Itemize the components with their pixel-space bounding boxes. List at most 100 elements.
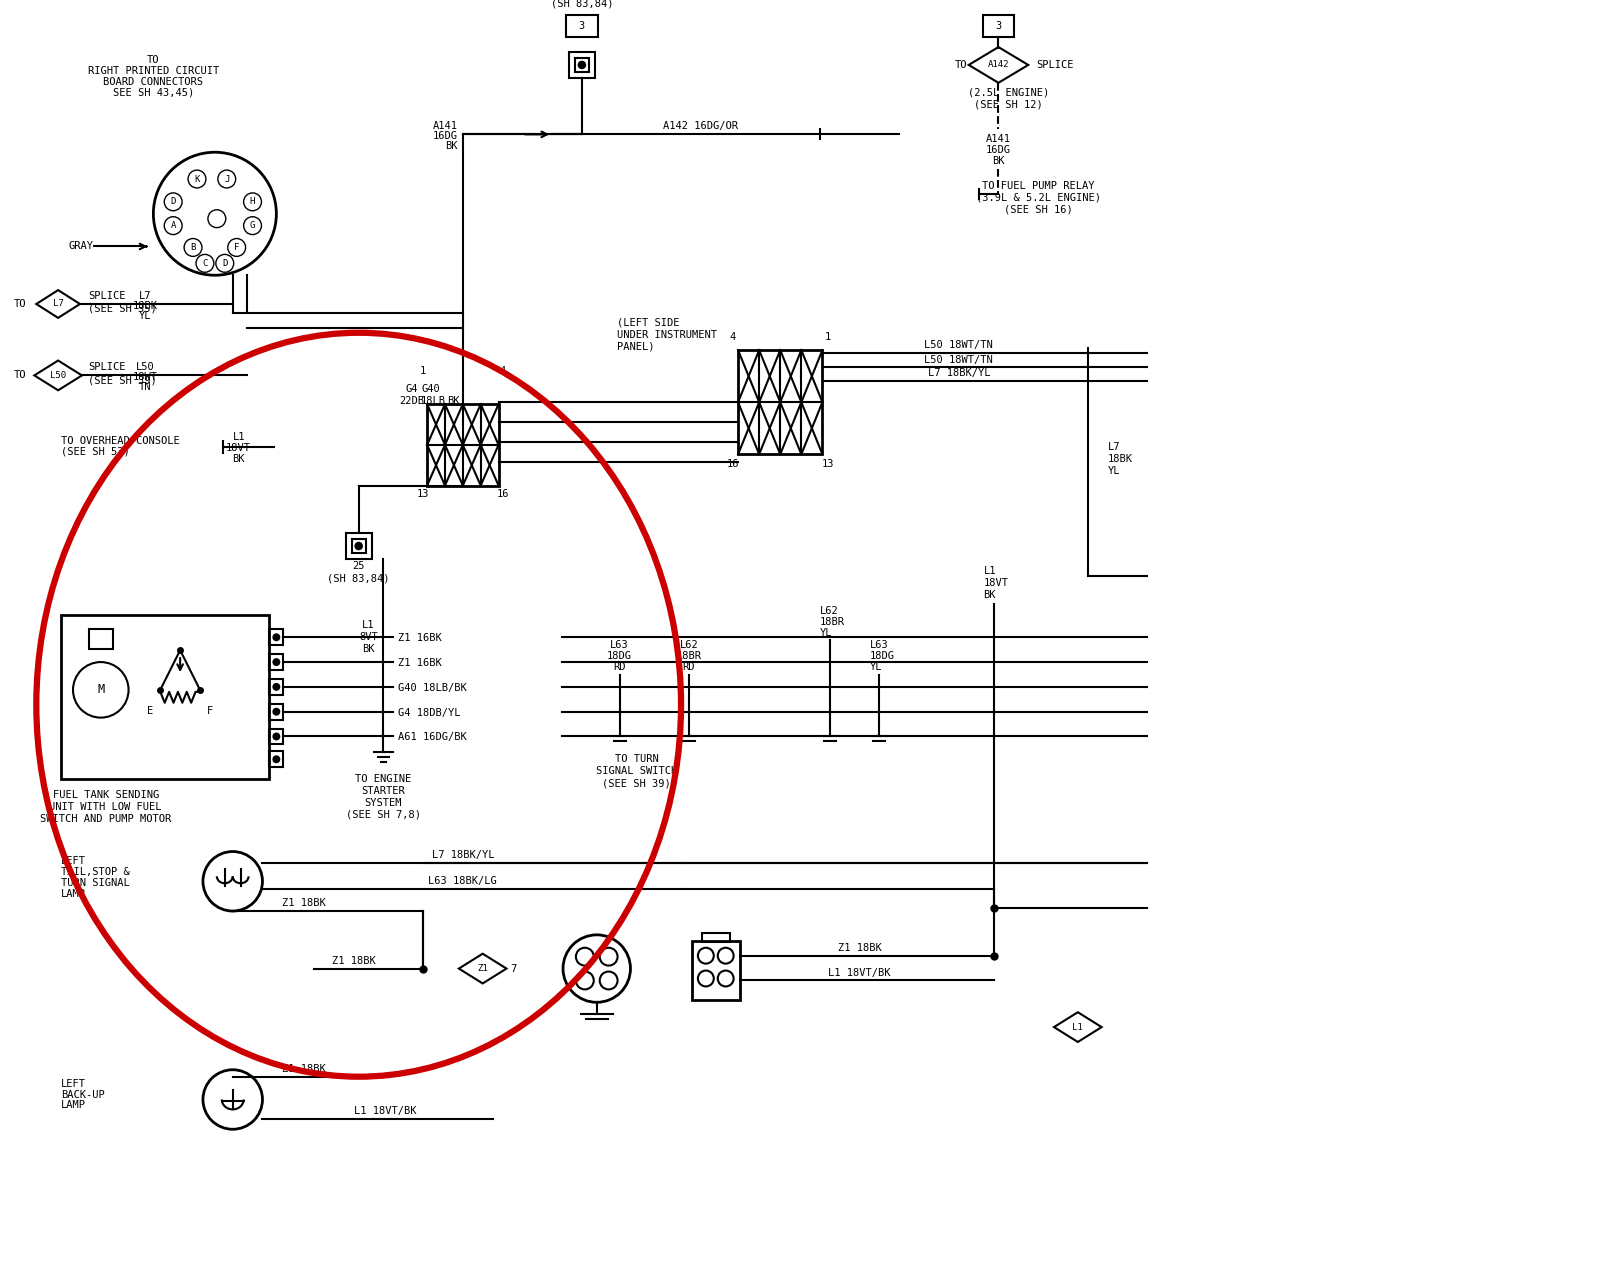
Text: TO: TO xyxy=(954,60,967,69)
Text: RIGHT PRINTED CIRCUIT: RIGHT PRINTED CIRCUIT xyxy=(87,65,219,76)
Text: L7 18BK/YL: L7 18BK/YL xyxy=(431,850,494,860)
Text: TO ENGINE: TO ENGINE xyxy=(355,774,411,785)
Bar xyxy=(352,539,366,553)
Text: A141: A141 xyxy=(433,122,458,131)
Text: SPLICE: SPLICE xyxy=(87,362,125,372)
Text: M: M xyxy=(97,683,104,696)
Text: YL: YL xyxy=(139,311,152,321)
Text: 3: 3 xyxy=(578,22,585,31)
Text: 18DG: 18DG xyxy=(870,651,894,661)
Text: L7 18BK/YL: L7 18BK/YL xyxy=(928,369,990,379)
Text: A: A xyxy=(170,221,177,230)
Text: E: E xyxy=(147,706,154,715)
Circle shape xyxy=(272,732,280,741)
Text: 16: 16 xyxy=(726,458,739,469)
Text: 18VT: 18VT xyxy=(227,443,251,453)
Text: L50 18WT/TN: L50 18WT/TN xyxy=(925,340,993,349)
Text: Z1 18BK: Z1 18BK xyxy=(838,942,881,953)
Text: L1: L1 xyxy=(1072,1022,1084,1031)
Circle shape xyxy=(355,543,361,550)
Text: 4: 4 xyxy=(499,366,505,376)
Text: L63 18BK/LG: L63 18BK/LG xyxy=(428,876,497,886)
Text: RD: RD xyxy=(682,663,695,672)
Bar xyxy=(569,53,595,78)
Text: (SEE SH 53): (SEE SH 53) xyxy=(62,447,130,457)
Text: 1: 1 xyxy=(420,366,426,376)
Text: B: B xyxy=(190,243,196,252)
Text: PANEL): PANEL) xyxy=(617,342,654,352)
Text: D: D xyxy=(170,198,177,207)
Text: BK: BK xyxy=(447,397,458,406)
Text: Z1 18BK: Z1 18BK xyxy=(332,955,376,966)
Text: G4: G4 xyxy=(405,384,418,394)
Text: L50: L50 xyxy=(136,362,156,372)
Text: A141: A141 xyxy=(987,135,1011,144)
Text: (SEE SH 39): (SEE SH 39) xyxy=(603,778,671,788)
Text: TURN SIGNAL: TURN SIGNAL xyxy=(62,878,130,889)
Text: 13: 13 xyxy=(821,458,834,469)
Text: BK: BK xyxy=(363,645,374,654)
Text: 25: 25 xyxy=(353,561,365,571)
Bar xyxy=(701,933,729,941)
Text: 18VT: 18VT xyxy=(983,578,1009,588)
Text: L50 18WT/TN: L50 18WT/TN xyxy=(925,354,993,365)
Bar xyxy=(575,58,590,72)
Text: 7: 7 xyxy=(510,963,517,973)
Bar xyxy=(345,533,371,559)
Text: (LEFT SIDE: (LEFT SIDE xyxy=(617,318,679,327)
Text: SPLICE: SPLICE xyxy=(1037,60,1074,69)
Text: 18LB: 18LB xyxy=(421,397,446,406)
Text: SWITCH AND PUMP MOTOR: SWITCH AND PUMP MOTOR xyxy=(40,814,172,824)
Circle shape xyxy=(272,707,280,715)
Circle shape xyxy=(578,62,585,68)
Text: TO OVERHEAD CONSOLE: TO OVERHEAD CONSOLE xyxy=(62,435,180,446)
Text: (SH 83,84): (SH 83,84) xyxy=(327,574,390,584)
Bar xyxy=(565,15,598,37)
Text: L1 18VT/BK: L1 18VT/BK xyxy=(828,968,891,977)
Text: K: K xyxy=(194,175,199,184)
Text: G: G xyxy=(249,221,256,230)
Text: (SH 83,84): (SH 83,84) xyxy=(551,0,612,9)
Bar xyxy=(739,351,823,455)
Bar xyxy=(89,629,113,650)
Text: L63: L63 xyxy=(611,641,629,650)
Bar xyxy=(269,679,284,695)
Circle shape xyxy=(272,755,280,763)
Bar xyxy=(269,751,284,768)
Text: L1 18VT/BK: L1 18VT/BK xyxy=(353,1107,416,1116)
Text: L1: L1 xyxy=(363,620,374,630)
Text: TO TURN: TO TURN xyxy=(614,754,658,764)
Bar xyxy=(983,15,1014,37)
Text: (SEE SH 12): (SEE SH 12) xyxy=(974,100,1043,109)
Text: A61 16DG/BK: A61 16DG/BK xyxy=(399,732,467,742)
Text: BACK-UP: BACK-UP xyxy=(62,1090,105,1099)
Text: A142 16DG/OR: A142 16DG/OR xyxy=(664,122,739,131)
Text: FUEL TANK SENDING: FUEL TANK SENDING xyxy=(52,790,159,800)
Text: BK: BK xyxy=(991,157,1004,166)
Text: C: C xyxy=(202,259,207,268)
Text: Z1 16BK: Z1 16BK xyxy=(399,659,442,668)
Text: 16DG: 16DG xyxy=(987,145,1011,155)
Text: LAMP: LAMP xyxy=(62,890,86,899)
Text: LEFT: LEFT xyxy=(62,1079,86,1089)
Text: 4: 4 xyxy=(729,331,735,342)
Circle shape xyxy=(272,683,280,691)
Text: BK: BK xyxy=(232,453,245,464)
Text: 18DG: 18DG xyxy=(608,651,632,661)
Text: LEFT: LEFT xyxy=(62,856,86,867)
Circle shape xyxy=(272,659,280,666)
Text: SIGNAL SWITCH: SIGNAL SWITCH xyxy=(596,767,677,777)
Text: L7: L7 xyxy=(139,291,152,300)
Text: 13: 13 xyxy=(416,489,429,499)
Bar xyxy=(62,615,269,779)
Text: 18BK: 18BK xyxy=(133,300,157,311)
Text: 18WT: 18WT xyxy=(133,372,157,383)
Text: 18BR: 18BR xyxy=(820,618,846,628)
Text: (SEE SH 7,8): (SEE SH 7,8) xyxy=(347,810,421,819)
Text: UNDER INSTRUMENT: UNDER INSTRUMENT xyxy=(617,330,716,340)
Text: G40: G40 xyxy=(421,384,441,394)
Text: UNIT WITH LOW FUEL: UNIT WITH LOW FUEL xyxy=(50,802,162,811)
Text: F: F xyxy=(233,243,240,252)
Text: 16DG: 16DG xyxy=(433,131,458,141)
Text: BK: BK xyxy=(446,141,458,152)
